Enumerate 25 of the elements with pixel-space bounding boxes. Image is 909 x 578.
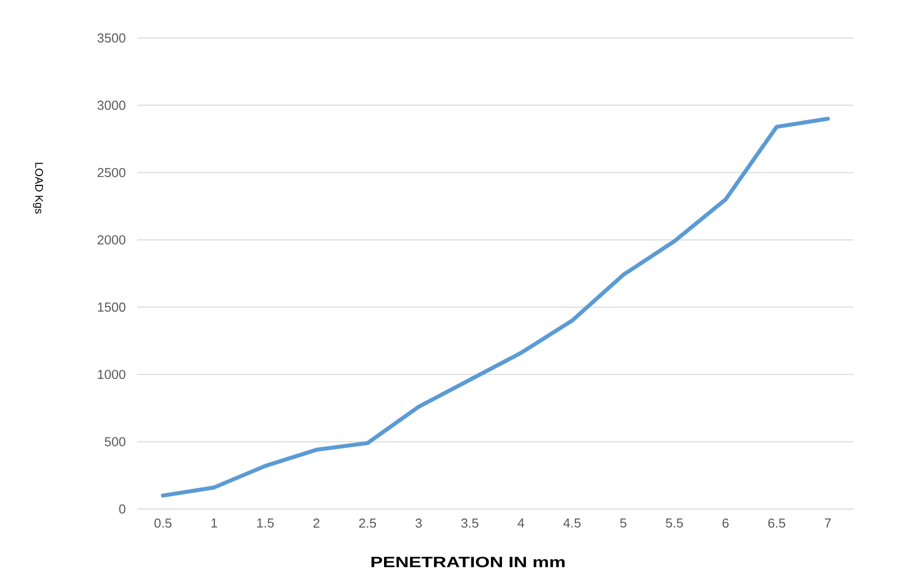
y-tick-label: 0 [119, 504, 126, 514]
x-axis-title: PENETRATION IN mm [372, 556, 565, 568]
x-tick-label: 1.5 [257, 518, 274, 528]
x-tick-label: 3.5 [461, 518, 478, 528]
x-tick-label: 3 [416, 518, 422, 528]
y-axis-title: LOAD Kgs [33, 162, 43, 214]
x-tick-label: 0.5 [154, 518, 172, 528]
x-tick-label: 2 [313, 518, 320, 528]
x-tick-label: 6.5 [768, 518, 786, 528]
x-tick-label: 4.5 [563, 518, 581, 528]
x-tick-label: 6 [722, 518, 729, 528]
y-tick-label: 500 [104, 437, 126, 446]
line-series [160, 116, 830, 498]
y-tick-label: 2500 [98, 168, 126, 178]
x-tick-label: 5.5 [666, 518, 683, 528]
y-tick-label: 3000 [97, 100, 126, 110]
y-tick-label: 2000 [98, 235, 126, 244]
x-tick-label: 4 [518, 518, 524, 528]
x-tick-label: 5 [620, 518, 626, 528]
y-tick-label: 1500 [98, 302, 126, 312]
y-tick-label: 3500 [97, 33, 126, 43]
y-tick-label: 1000 [98, 370, 126, 380]
x-tick-label: 2.5 [359, 518, 376, 528]
x-tick-label: 1 [211, 518, 218, 528]
x-tick-label: 7 [824, 518, 831, 528]
